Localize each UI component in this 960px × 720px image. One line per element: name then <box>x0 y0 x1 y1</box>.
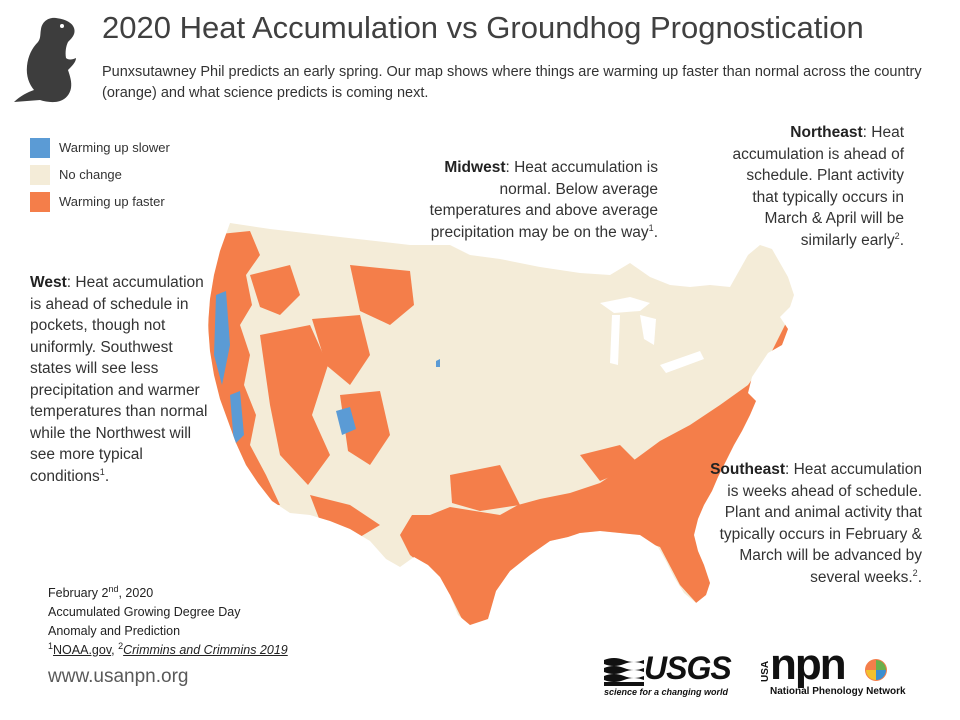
map-west-faster-pocket <box>260 325 330 485</box>
map-west-faster-pocket <box>580 445 640 481</box>
npn-wordmark: npn <box>770 640 847 689</box>
region-west-name: West <box>30 274 67 291</box>
region-west-note: West: Heat accumulation is ahead of sche… <box>30 272 216 487</box>
region-west-end: . <box>104 467 110 485</box>
groundhog-icon <box>14 17 76 103</box>
map-slower-pocket <box>214 291 230 385</box>
legend-label-slower: Warming up slower <box>59 140 170 155</box>
npn-logo: USA npn National Phenology Network <box>760 640 910 700</box>
region-midwest-end: . <box>653 223 658 241</box>
npn-leaf-icon <box>865 659 887 681</box>
map-slower-pocket <box>436 359 440 367</box>
page-title: 2020 Heat Accumulation vs Groundhog Prog… <box>102 10 864 45</box>
map-west-faster-pocket <box>340 391 390 465</box>
region-midwest-name: Midwest <box>444 159 506 176</box>
map-footnote: February 2nd, 2020 Accumulated Growing D… <box>48 584 288 660</box>
region-southeast-note: Southeast: Heat accumulation is weeks ah… <box>708 459 922 588</box>
map-great-lakes <box>660 351 704 373</box>
legend-label-no-change: No change <box>59 167 122 182</box>
map-west-faster-pocket <box>310 495 380 537</box>
footnote-line3: Anomaly and Prediction <box>48 624 181 638</box>
noaa-link[interactable]: NOAA.gov <box>53 643 112 657</box>
legend-swatch-no-change <box>30 165 50 185</box>
usgs-wordmark: USGS <box>644 650 732 686</box>
map-west-faster-pocket <box>250 265 300 315</box>
npn-tagline: National Phenology Network <box>770 686 906 697</box>
region-west-text: : Heat accumulation is ahead of schedule… <box>30 274 208 485</box>
map-great-lakes <box>640 315 656 345</box>
map-west-faster-pocket <box>450 465 520 511</box>
map-great-lakes <box>600 297 650 313</box>
website-url: www.usanpn.org <box>48 666 189 687</box>
legend-label-faster: Warming up faster <box>59 194 165 209</box>
map-slower-pocket <box>336 407 356 435</box>
page-subtitle: Punxsutawney Phil predicts an early spri… <box>102 64 922 101</box>
region-northeast-ref: 2 <box>894 230 900 241</box>
usgs-tagline: science for a changing world <box>604 687 729 697</box>
region-northeast-name: Northeast <box>790 124 863 141</box>
region-northeast-text: : Heat accumulation is ahead of schedule… <box>732 124 904 249</box>
region-northeast-end: . <box>899 231 904 249</box>
region-northeast-note: Northeast: Heat accumulation is ahead of… <box>732 122 904 251</box>
footnote-references: 1NOAA.gov, 2Crimmins and Crimmins 2019 <box>48 640 288 657</box>
region-midwest-note: Midwest: Heat accumulation is normal. Be… <box>404 157 658 243</box>
region-southeast-end: . <box>917 568 922 586</box>
region-southeast-ref: 2 <box>912 567 918 578</box>
map-west-faster-pocket <box>350 265 414 325</box>
region-southeast-text: : Heat accumulation is weeks ahead of sc… <box>719 461 922 586</box>
usgs-wave-icon <box>604 658 644 686</box>
region-midwest-ref: 1 <box>648 222 654 233</box>
legend-swatch-faster <box>30 192 50 212</box>
legend-swatch-slower <box>30 138 50 158</box>
us-heat-map <box>208 223 794 625</box>
crimmins-link[interactable]: Crimmins and Crimmins 2019 <box>123 643 288 657</box>
usgs-logo: USGS science for a changing world <box>604 650 732 700</box>
map-great-lakes <box>610 315 620 365</box>
footnote-date: February 2nd, 2020 <box>48 583 154 600</box>
region-midwest-text: : Heat accumulation is normal. Below ave… <box>429 159 658 241</box>
region-west-ref: 1 <box>99 466 105 477</box>
map-slower-pocket <box>230 391 244 445</box>
region-southeast-name: Southeast <box>710 461 785 478</box>
map-west-faster-pocket <box>312 315 370 385</box>
footnote-line2: Accumulated Growing Degree Day <box>48 605 241 619</box>
